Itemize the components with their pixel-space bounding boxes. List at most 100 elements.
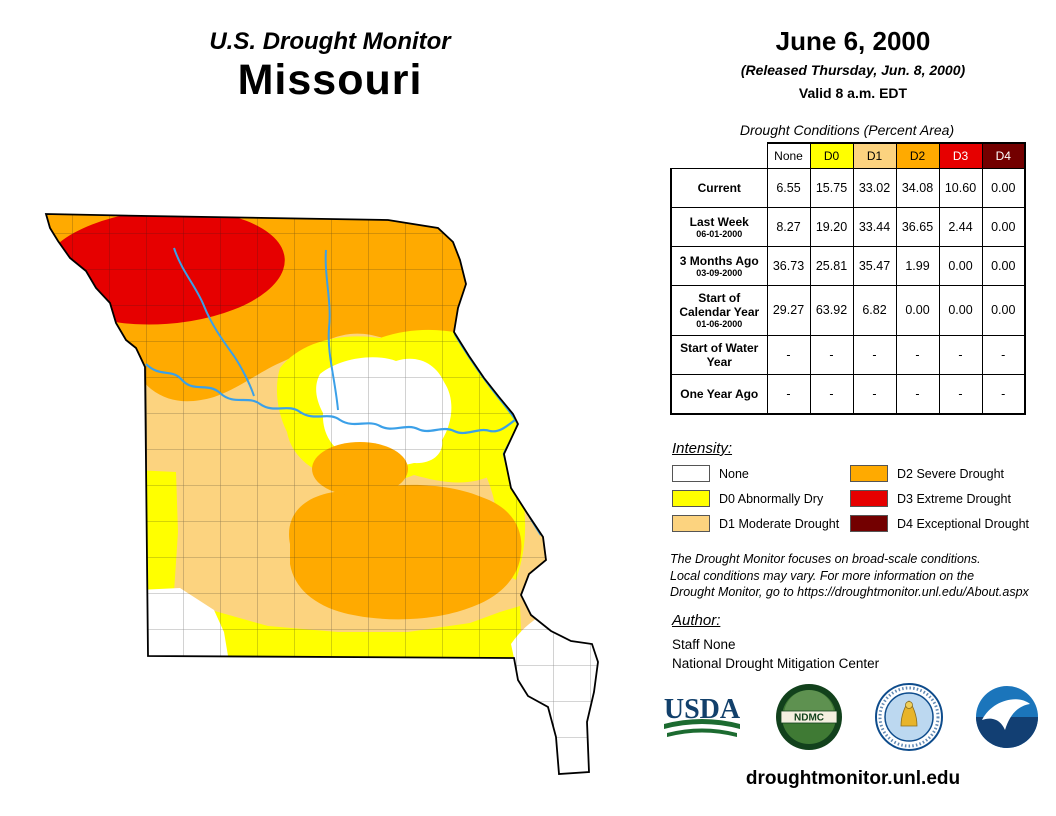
- doc-eagle-icon: [900, 700, 918, 727]
- table-cell: 1.99: [895, 246, 940, 286]
- row-label: One Year Ago: [670, 374, 768, 415]
- table-cell: 25.81: [809, 246, 854, 286]
- noaa-logo: [976, 686, 1038, 748]
- released-date: (Released Thursday, Jun. 8, 2000): [740, 62, 966, 78]
- noaa-lower-half: [976, 717, 1038, 748]
- product-title: U.S. Drought Monitor: [209, 28, 451, 55]
- disclaimer-line: Drought Monitor, go to https://droughtmo…: [670, 585, 1029, 600]
- row-label: Current: [670, 168, 768, 208]
- row-label: 3 Months Ago 03-09-2000: [670, 246, 768, 286]
- table-cell: 2.44: [938, 207, 983, 247]
- usda-swoosh-icon: [664, 719, 740, 729]
- table-row-one-year-ago: One Year Ago - - - - - -: [670, 374, 1026, 415]
- legend-title: Intensity:: [672, 440, 733, 457]
- county-grid: [46, 214, 598, 774]
- row-label: Start of Calendar Year 01-06-2000: [670, 285, 768, 336]
- row-label-date: 01-06-2000: [696, 319, 743, 330]
- region-title: Missouri: [237, 56, 423, 104]
- state-outline: [44, 213, 599, 775]
- chariton-river: [324, 249, 339, 411]
- table-cell: 6.82: [852, 285, 897, 336]
- valid-time: Valid 8 a.m. EDT: [798, 85, 908, 101]
- table-cell: 63.92: [809, 285, 854, 336]
- row-label-text: Last Week: [689, 214, 749, 229]
- author-heading: Author:: [672, 612, 721, 629]
- table-cell: 19.20: [809, 207, 854, 247]
- ndmc-banner: [780, 710, 838, 724]
- legend: None D0 Abnormally Dry D1 Moderate Droug…: [672, 461, 1038, 536]
- ndmc-logo-text: NDMC: [794, 713, 824, 724]
- table-cell: 29.27: [766, 285, 811, 336]
- table-cell: 0.00: [938, 285, 983, 336]
- disclaimer-text: The Drought Monitor focuses on broad-sca…: [670, 551, 1042, 601]
- table-cell: 8.27: [766, 207, 811, 247]
- table-cell: 0.00: [981, 207, 1026, 247]
- table-row-start-water-year: Start of Water Year - - - - - -: [670, 334, 1026, 376]
- table-row-3-months-ago: 3 Months Ago 03-09-2000 36.73 25.81 35.4…: [670, 246, 1026, 286]
- table-cell: 6.55: [766, 168, 811, 208]
- table-cell: 15.75: [809, 168, 854, 208]
- legend-item-d1: D1 Moderate Drought: [672, 515, 850, 532]
- website-url: droughtmonitor.unl.edu: [745, 768, 961, 789]
- col-header-d2: D2: [895, 142, 940, 169]
- table-title: Drought Conditions (Percent Area): [739, 122, 955, 138]
- legend-swatch-d2: [850, 465, 888, 482]
- row-label: Start of Water Year: [670, 334, 768, 376]
- legend-swatch-none: [672, 465, 710, 482]
- table-cell: -: [895, 374, 940, 415]
- row-label-text: Start of Water Year: [680, 340, 759, 370]
- table-cell: 0.00: [981, 168, 1026, 208]
- legend-label: None: [719, 466, 749, 481]
- col-header-d3: D3: [938, 142, 983, 169]
- disclaimer-line: The Drought Monitor focuses on broad-sca…: [670, 552, 981, 566]
- usda-swoosh-icon: [667, 728, 737, 737]
- missouri-river: [145, 363, 516, 435]
- row-label-date: 03-09-2000: [696, 267, 743, 278]
- table-row-start-calendar-year: Start of Calendar Year 01-06-2000 29.27 …: [670, 285, 1026, 336]
- table-cell: -: [895, 334, 940, 376]
- legend-label: D2 Severe Drought: [897, 466, 1005, 481]
- table-cell: 0.00: [981, 285, 1026, 336]
- ndmc-globe-highlight: [784, 690, 834, 715]
- usda-logo: USDA: [664, 694, 741, 737]
- table-cell: 36.65: [895, 207, 940, 247]
- row-label-text: Start of Calendar Year: [679, 291, 760, 320]
- legend-label: D4 Exceptional Drought: [897, 516, 1030, 531]
- disclaimer-line: Local conditions may vary. For more info…: [670, 568, 975, 583]
- table-cell: 36.73: [766, 246, 811, 286]
- author-organization: National Drought Mitigation Center: [672, 656, 880, 671]
- doc-ring-text: [878, 686, 940, 748]
- legend-item-d2: D2 Severe Drought: [850, 465, 1038, 482]
- row-label-text: One Year Ago: [680, 387, 759, 402]
- noaa-seagull-icon: [982, 699, 1030, 730]
- map-date: June 6, 2000: [775, 26, 931, 56]
- table-cell: 33.44: [852, 207, 897, 247]
- table-cell: -: [981, 374, 1026, 415]
- grand-river: [173, 247, 255, 397]
- legend-swatch-d4: [850, 515, 888, 532]
- author-name: Staff None: [672, 637, 736, 652]
- legend-swatch-d3: [850, 490, 888, 507]
- drought-conditions-table: None D0 D1 D2 D3 D4 Current 6.55 15.75 3…: [670, 142, 1026, 416]
- legend-item-d3: D3 Extreme Drought: [850, 490, 1038, 507]
- table-cell: -: [852, 374, 897, 415]
- table-row-last-week: Last Week 06-01-2000 8.27 19.20 33.44 36…: [670, 207, 1026, 247]
- legend-label: D1 Moderate Drought: [719, 516, 840, 531]
- col-header-d0: D0: [809, 142, 854, 169]
- legend-label: D3 Extreme Drought: [897, 491, 1011, 506]
- table-cell: -: [852, 334, 897, 376]
- col-header-none: None: [766, 142, 811, 169]
- legend-item-none: None: [672, 465, 850, 482]
- table-cell: 35.47: [852, 246, 897, 286]
- legend-swatch-d0: [672, 490, 710, 507]
- table-cell: -: [938, 374, 983, 415]
- table-cell: 0.00: [938, 246, 983, 286]
- table-cell: 0.00: [895, 285, 940, 336]
- table-cell: -: [938, 334, 983, 376]
- legend-item-d4: D4 Exceptional Drought: [850, 515, 1038, 532]
- row-label-text: 3 Months Ago: [679, 253, 759, 268]
- col-header-d4: D4: [981, 142, 1026, 169]
- legend-swatch-d1: [672, 515, 710, 532]
- doc-seal-logo: [875, 683, 943, 751]
- doc-torch-icon: [905, 701, 913, 709]
